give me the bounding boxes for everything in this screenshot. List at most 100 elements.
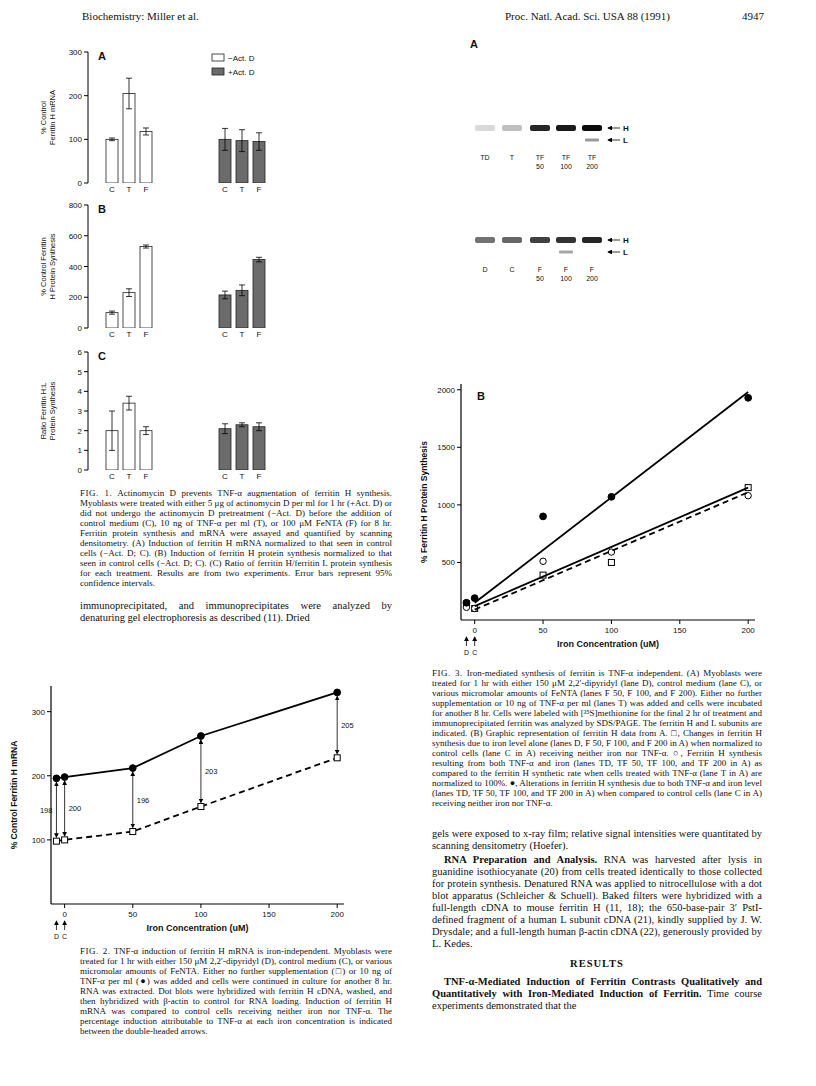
y-tick [47, 839, 51, 840]
lane-label-line: D [482, 266, 487, 273]
error-bar [143, 427, 149, 435]
category-label: C [109, 185, 115, 194]
panel-letter: A [98, 50, 106, 62]
y-tick-label: 200 [69, 92, 83, 101]
x-tick-label: 200 [331, 910, 345, 919]
x-marker-label: C [62, 933, 67, 940]
category-label: T [240, 472, 245, 481]
gel-band [559, 251, 573, 254]
category-label: T [127, 185, 132, 194]
label-line: % Control [39, 101, 48, 134]
point [129, 765, 136, 772]
y-tick-label: 0 [78, 179, 83, 188]
gel-band [585, 251, 599, 254]
label-line: Protein Synthesis [48, 382, 57, 441]
point [540, 558, 546, 564]
lane-label: D [482, 266, 487, 273]
paragraph: gels were exposed to x-ray film; relativ… [432, 828, 762, 852]
error-stem [242, 130, 243, 152]
label-line: Ratio Ferritin H:L [39, 383, 48, 440]
band-label: L [623, 248, 628, 257]
point [334, 689, 341, 696]
category-label: C [222, 472, 228, 481]
error-stem [146, 427, 147, 435]
error-cap [126, 396, 132, 397]
category-label: C [109, 472, 115, 481]
x-tick-label: 0 [62, 910, 67, 919]
point [61, 774, 68, 781]
error-cap [222, 433, 228, 434]
error-cap [222, 291, 228, 292]
x-tick [64, 904, 65, 908]
body-right: gels were exposed to x-ray film; relativ… [432, 828, 762, 1014]
gel-band [533, 251, 547, 254]
error-cap [143, 434, 149, 435]
error-stem [242, 423, 243, 427]
x-marker-arrow [56, 921, 57, 930]
lane-label-line: 200 [586, 163, 598, 170]
category-label: T [127, 330, 132, 339]
y-tick-label: 200 [69, 293, 83, 302]
section-heading: RESULTS [432, 958, 762, 970]
series-line [475, 392, 748, 603]
point [53, 838, 59, 844]
x-tick-label: 150 [673, 626, 687, 635]
error-stem [259, 133, 260, 150]
bar [236, 290, 248, 328]
error-cap [239, 151, 245, 152]
series-line [56, 692, 337, 778]
y-tick [84, 328, 88, 329]
lane-label: TF200 [586, 154, 598, 170]
y-tick-label: 2000 [437, 386, 455, 395]
lane-label-line: 50 [536, 163, 544, 170]
y-tick-label: 100 [69, 135, 83, 144]
gel-band [502, 125, 522, 131]
x-marker-label: D [54, 933, 59, 940]
error-cap [126, 78, 132, 79]
lane-label-line: F [590, 266, 594, 273]
figure-caption: FIG. 3. Iron-mediated synthesis of ferri… [432, 668, 762, 808]
y-tick [84, 450, 88, 451]
category-label: F [144, 185, 149, 194]
y-tick [457, 504, 461, 505]
y-tick [84, 297, 88, 298]
lane-label: T [510, 154, 515, 161]
category-label: T [240, 185, 245, 194]
legend-swatch [212, 54, 224, 61]
bar [253, 260, 265, 328]
error-bar [222, 291, 228, 299]
x-tick-label: 100 [194, 910, 208, 919]
error-cap [109, 138, 115, 139]
lane-label-line: 50 [536, 275, 544, 282]
running-head: Biochemistry: Miller et al. [82, 10, 199, 22]
error-cap [222, 298, 228, 299]
gel-band [556, 237, 576, 243]
band-arrow [608, 240, 620, 241]
paragraph: TNF-α-Mediated Induction of Ferritin Con… [432, 976, 762, 1012]
error-bar [256, 257, 262, 262]
lane-label: C [509, 266, 514, 273]
lane-label: F50 [536, 266, 544, 282]
error-cap [143, 134, 149, 135]
error-stem [225, 424, 226, 434]
band-arrow [608, 128, 620, 129]
paragraph-text: gels were exposed to x-ray film; relativ… [432, 828, 762, 851]
point [745, 394, 752, 401]
error-bar [256, 133, 262, 150]
lane-label-line: F [564, 266, 568, 273]
x-tick-label: 200 [741, 626, 755, 635]
y-tick-label: 400 [69, 263, 83, 272]
error-stem [146, 245, 147, 248]
x-tick [474, 620, 475, 624]
gel-band [585, 139, 599, 142]
x-tick-label: 0 [472, 626, 477, 635]
error-stem [146, 128, 147, 135]
y-tick-label: 600 [69, 232, 83, 241]
y-tick [457, 562, 461, 563]
bar [253, 427, 265, 470]
x-tick-label: 100 [605, 626, 619, 635]
error-bar [239, 423, 245, 427]
run-in-heading: RNA Preparation and Analysis. [444, 854, 597, 865]
caption-text: TNF-α induction of ferritin H mRNA is ir… [80, 946, 392, 1036]
y-tick-label: 100 [32, 836, 46, 845]
